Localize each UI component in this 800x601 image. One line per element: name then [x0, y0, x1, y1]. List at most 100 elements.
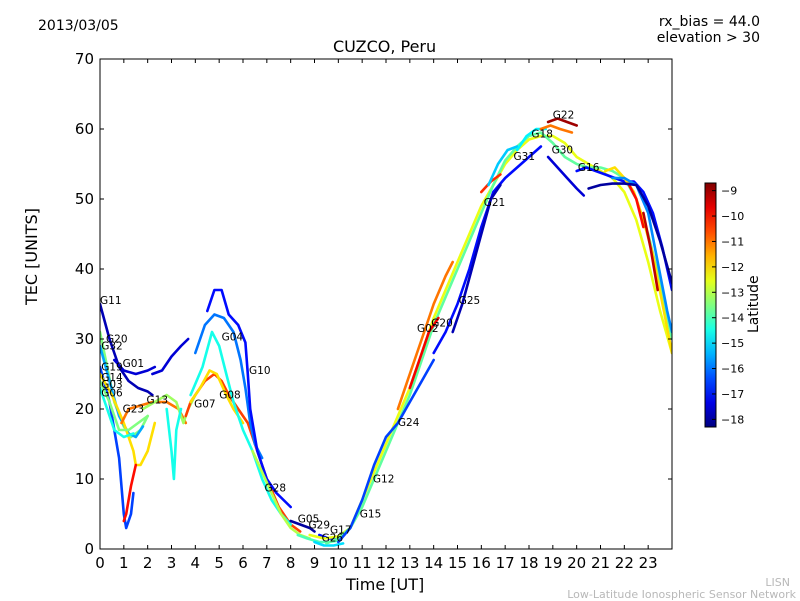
- y-tick-label: 0: [84, 540, 94, 558]
- x-tick-label: 0: [95, 554, 105, 572]
- sat-label-G22: G22: [553, 110, 575, 122]
- series-G01: [113, 358, 157, 376]
- sat-label-G28: G28: [265, 483, 287, 495]
- sat-label-G07: G07: [194, 399, 216, 411]
- x-tick-label: 21: [591, 554, 610, 572]
- x-tick-label: 11: [353, 554, 372, 572]
- y-tick-label: 70: [75, 50, 94, 68]
- sat-label-G20: G20: [106, 334, 128, 346]
- sat-label-G14: G14: [101, 372, 123, 384]
- sat-label-G11: G11: [100, 295, 122, 307]
- x-tick-label: 13: [400, 554, 419, 572]
- series-G17: [194, 313, 264, 460]
- x-tick-label: 17: [496, 554, 515, 572]
- colorbar-tick-label: −13: [721, 286, 744, 299]
- x-tick-label: 9: [310, 554, 320, 572]
- colorbar-label: Latitude: [746, 275, 762, 333]
- sat-label-G06: G06: [101, 387, 123, 399]
- sat-label-G05: G05: [298, 513, 320, 525]
- x-tick-label: 4: [191, 554, 201, 572]
- series-G16d: [642, 211, 659, 292]
- x-tick-label: 12: [376, 554, 395, 572]
- series-G22: [546, 117, 578, 127]
- x-tick-label: 7: [262, 554, 272, 572]
- x-tick-label: 19: [543, 554, 562, 572]
- sat-label-G04: G04: [222, 331, 244, 343]
- x-tick-label: 10: [329, 554, 348, 572]
- sat-label-G30: G30: [552, 145, 574, 157]
- series-G03: [100, 379, 149, 432]
- x-tick-label: 18: [519, 554, 538, 572]
- sat-label-G26: G26: [322, 532, 344, 544]
- series-G23d: [587, 182, 672, 285]
- x-tick-label: 6: [238, 554, 248, 572]
- series-G13b: [165, 407, 183, 481]
- sat-label-G18: G18: [531, 128, 553, 140]
- plot-area: [100, 59, 672, 549]
- credit-long: Low-Latitude Ionospheric Sensor Network: [567, 588, 796, 601]
- colorbar-tick-label: −15: [721, 337, 744, 350]
- colorbar-tick-label: −17: [721, 388, 744, 401]
- sat-label-G20: G20: [431, 317, 453, 329]
- y-tick-label: 50: [75, 190, 94, 208]
- sat-label-G24: G24: [398, 417, 420, 429]
- x-tick-label: 16: [472, 554, 491, 572]
- chart-title: CUZCO, Peru: [333, 37, 437, 56]
- x-axis-label: Time [UT]: [346, 575, 425, 594]
- series-G26: [313, 540, 345, 547]
- sat-label-G08: G08: [219, 390, 241, 402]
- x-tick-label: 14: [424, 554, 443, 572]
- series-G12: [325, 131, 672, 545]
- series-G11: [100, 302, 154, 397]
- series-G14: [100, 372, 157, 467]
- series-G10b: [206, 288, 292, 509]
- sat-label-G23: G23: [123, 404, 145, 416]
- sat-label-G19: G19: [101, 362, 123, 374]
- sat-label-G03: G03: [101, 379, 123, 391]
- series-G16c: [627, 183, 645, 229]
- sat-label-G31: G31: [514, 151, 536, 163]
- sat-label-G16: G16: [578, 162, 600, 174]
- colorbar-tick-label: −9: [721, 185, 737, 198]
- sat-label-G01: G01: [123, 358, 145, 370]
- series-G22b: [539, 124, 574, 134]
- series-G31: [487, 145, 519, 187]
- colorbar-tick-label: −10: [721, 210, 744, 223]
- series-G10: [151, 337, 190, 376]
- series-G02b: [408, 316, 440, 390]
- x-tick-label: 5: [214, 554, 224, 572]
- sat-label-G12: G12: [373, 474, 395, 486]
- sat-label-G15: G15: [360, 509, 382, 521]
- colorbar: [704, 182, 717, 428]
- x-tick-label: 15: [448, 554, 467, 572]
- elevation-label: elevation > 30: [656, 30, 760, 46]
- sat-label-G02: G02: [417, 323, 439, 335]
- y-tick-label: 40: [75, 260, 94, 278]
- sat-label-G29: G29: [309, 520, 331, 532]
- series-G23c: [611, 176, 672, 334]
- series-group: [100, 117, 672, 547]
- y-tick-label: 20: [75, 400, 94, 418]
- x-tick-label: 2: [143, 554, 153, 572]
- series-G06: [100, 386, 135, 439]
- sat-label-G32: G32: [101, 341, 123, 353]
- series-G21: [451, 183, 502, 334]
- y-tick-label: 60: [75, 120, 94, 138]
- colorbar-tick-label: −12: [721, 261, 744, 274]
- colorbar-tick-label: −18: [721, 413, 744, 426]
- colorbar-tick-label: −16: [721, 363, 744, 376]
- y-tick-label: 30: [75, 330, 94, 348]
- x-tick-label: 20: [567, 554, 586, 572]
- credit-short: LISN: [765, 576, 790, 589]
- colorbar-tick-label: −14: [721, 312, 744, 325]
- series-G04: [189, 330, 292, 526]
- date-label: 2013/03/05: [38, 18, 119, 34]
- sat-label-G25: G25: [459, 295, 481, 307]
- series-G05: [289, 519, 316, 533]
- y-tick-label: 10: [75, 470, 94, 488]
- x-tick-label: 23: [639, 554, 658, 572]
- series-G24: [337, 358, 435, 544]
- x-tick-label: 1: [119, 554, 129, 572]
- sat-label-G17: G17: [330, 525, 352, 537]
